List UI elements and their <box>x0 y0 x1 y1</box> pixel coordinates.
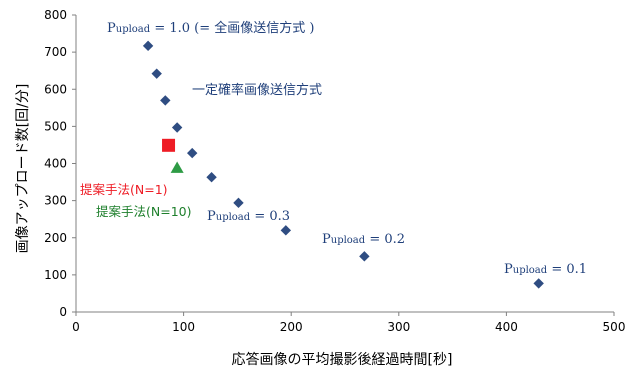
p-letter: P <box>107 21 116 36</box>
p-value: = 1.0 (= 全画像送信方式 ) <box>150 20 314 36</box>
y-tick-label: 100 <box>44 268 67 282</box>
diamond-point <box>160 95 171 106</box>
p-letter: P <box>207 209 216 224</box>
p-value: = 0.1 <box>547 262 587 277</box>
y-tick-label: 300 <box>44 194 67 208</box>
p-letter: P <box>322 232 331 247</box>
annotation-p-1.0: Pupload = 1.0 (= 全画像送信方式 ) <box>107 20 314 36</box>
diamond-point <box>233 197 244 209</box>
p-subscript: upload <box>331 235 366 246</box>
p-subscript: upload <box>513 265 548 276</box>
diamond-point <box>359 251 370 262</box>
annotation-proposed-n10: 提案手法(N=10) <box>96 204 191 219</box>
y-tick-label: 400 <box>44 157 67 171</box>
square-point-proposed-n1 <box>162 138 176 152</box>
diamond-point <box>151 68 162 79</box>
diamond-point <box>533 278 544 289</box>
p-subscript: upload <box>216 212 251 223</box>
x-tick-label: 400 <box>495 320 518 334</box>
y-tick-label: 0 <box>59 305 67 319</box>
diamond-point <box>206 172 217 183</box>
y-tick-label: 700 <box>44 45 67 59</box>
y-axis-title: 画像アップロード数[回/分] <box>15 84 31 254</box>
annotation-constant-probability: 一定確率画像送信方式 <box>192 82 322 98</box>
p-value: = 0.2 <box>365 232 405 247</box>
annotation-p-0.3: Pupload = 0.3 <box>207 209 290 224</box>
diamond-point <box>171 122 183 133</box>
x-tick-label: 100 <box>172 320 195 334</box>
data-points <box>142 40 544 289</box>
p-subscript: upload <box>116 24 151 35</box>
y-tick-label: 200 <box>44 231 67 245</box>
p-letter: P <box>504 262 513 277</box>
p-value: = 0.3 <box>250 209 290 224</box>
ticks: 0 100 200 300 400 500 0 100 200 300 400 500 600 700 80… <box>44 8 625 334</box>
annotation-p-0.2: Pupload = 0.2 <box>322 232 405 247</box>
x-tick-label: 500 <box>603 320 626 334</box>
y-tick-label: 500 <box>44 119 67 133</box>
x-tick-label: 300 <box>387 320 410 334</box>
x-axis-title: 応答画像の平均撮影後経過時間[秒] <box>232 351 453 368</box>
annotation-p-0.1: Pupload = 0.1 <box>504 262 587 277</box>
y-tick-label: 800 <box>44 8 67 22</box>
y-tick-label: 600 <box>44 82 67 96</box>
x-tick-label: 0 <box>72 320 80 334</box>
x-tick-label: 200 <box>280 320 303 334</box>
diamond-point <box>142 40 154 52</box>
triangle-point-proposed-n10 <box>170 161 184 173</box>
diamond-point <box>187 147 198 159</box>
annotation-proposed-n1: 提案手法(N=1) <box>80 182 168 197</box>
diamond-point <box>280 225 292 236</box>
